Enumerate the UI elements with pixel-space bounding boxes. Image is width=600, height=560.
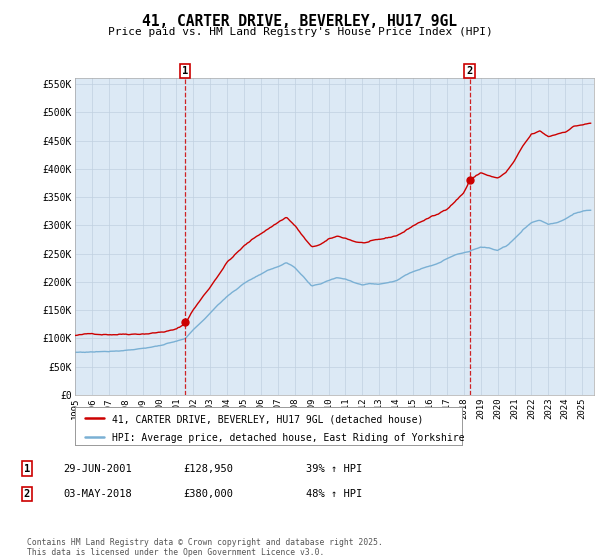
Text: HPI: Average price, detached house, East Riding of Yorkshire: HPI: Average price, detached house, East…: [112, 433, 464, 444]
Text: 1: 1: [182, 66, 188, 76]
Text: 41, CARTER DRIVE, BEVERLEY, HU17 9GL (detached house): 41, CARTER DRIVE, BEVERLEY, HU17 9GL (de…: [112, 414, 423, 424]
Text: 29-JUN-2001: 29-JUN-2001: [63, 464, 132, 474]
Text: Price paid vs. HM Land Registry's House Price Index (HPI): Price paid vs. HM Land Registry's House …: [107, 27, 493, 37]
Text: 2: 2: [466, 66, 473, 76]
Text: 2: 2: [24, 489, 30, 499]
Text: 39% ↑ HPI: 39% ↑ HPI: [306, 464, 362, 474]
Text: 1: 1: [24, 464, 30, 474]
Text: £128,950: £128,950: [183, 464, 233, 474]
Text: £380,000: £380,000: [183, 489, 233, 499]
Text: Contains HM Land Registry data © Crown copyright and database right 2025.
This d: Contains HM Land Registry data © Crown c…: [27, 538, 383, 557]
Text: 03-MAY-2018: 03-MAY-2018: [63, 489, 132, 499]
Text: 41, CARTER DRIVE, BEVERLEY, HU17 9GL: 41, CARTER DRIVE, BEVERLEY, HU17 9GL: [143, 14, 458, 29]
Text: 48% ↑ HPI: 48% ↑ HPI: [306, 489, 362, 499]
